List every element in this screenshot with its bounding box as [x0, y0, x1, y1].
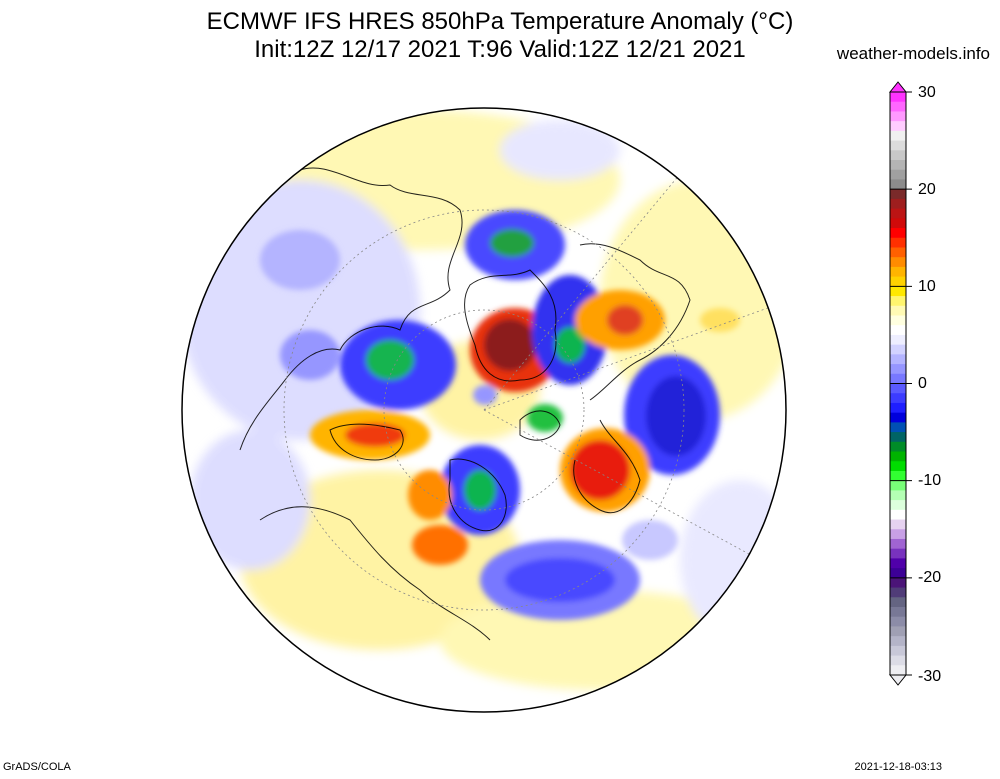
map-title: ECMWF IFS HRES 850hPa Temperature Anomal…: [206, 8, 794, 35]
colorbar-ticks: [890, 91, 912, 676]
colorbar-segment: [890, 189, 906, 200]
colorbar-segment: [890, 169, 906, 181]
colorbar-segment: [890, 334, 906, 346]
colorbar-segment: [890, 568, 906, 579]
colorbar-segment: [890, 422, 906, 433]
colorbar-segment: [890, 490, 906, 501]
colorbar-segment: [890, 383, 906, 394]
colorbar-tick-label: -30: [918, 668, 942, 685]
colorbar-top-arrow: [888, 81, 908, 93]
colorbar-segment: [890, 577, 906, 589]
colorbar-segment: [890, 606, 906, 618]
generated-timestamp: 2021-12-18-03:13: [854, 761, 942, 773]
colorbar-segment: [890, 538, 906, 550]
colorbar-segment: [890, 500, 906, 511]
colorbar-segment: [890, 247, 906, 258]
colorbar-segment: [890, 111, 906, 122]
colorbar-segment: [890, 218, 906, 229]
colorbar-tick-label: 0: [918, 375, 927, 392]
source-credit: weather-models.info: [836, 44, 990, 63]
colorbar-segment: [890, 208, 906, 219]
colorbar-segment: [890, 305, 906, 317]
colorbar-segment: [890, 412, 906, 423]
colorbar-segment: [890, 179, 906, 190]
colorbar-segment: [890, 276, 906, 287]
map-subtitle-valid-time: Init:12Z 12/17 2021 T:96 Valid:12Z 12/21…: [254, 36, 746, 63]
colorbar-tick-label: 20: [918, 181, 936, 198]
colorbar-segment: [890, 140, 906, 151]
colorbar-segment: [890, 587, 906, 598]
colorbar-segment: [890, 228, 906, 239]
colorbar-segment: [890, 451, 906, 462]
colorbar-segment: [890, 130, 906, 142]
colorbar-segment: [890, 160, 906, 171]
colorbar-segment: [890, 626, 906, 637]
colorbar-segment: [890, 432, 906, 443]
colorbar-tick-label: -20: [918, 569, 942, 586]
colorbar-segment: [890, 92, 906, 103]
colorbar-segment: [890, 296, 906, 307]
colorbar-segment: [890, 665, 906, 676]
software-credit: GrADS/COLA: [3, 761, 71, 773]
globe-boundary: [181, 107, 787, 713]
colorbar-segment: [890, 393, 906, 404]
colorbar-tick-label: 10: [918, 278, 936, 295]
colorbar-segment: [890, 480, 906, 491]
colorbar-segment: [890, 645, 906, 657]
colorbar-segment: [890, 597, 906, 608]
colorbar-segment: [890, 636, 906, 647]
colorbar-tick-label: -10: [918, 472, 942, 489]
colorbar-segment: [890, 616, 906, 628]
graticule: [283, 149, 786, 611]
colorbar-segment: [890, 198, 906, 210]
colorbar-segment: [890, 354, 906, 365]
colorbar-segment: [890, 237, 906, 249]
colorbar-segment: [890, 402, 906, 414]
colorbar-segment: [890, 286, 906, 297]
colorbar-segment: [890, 257, 906, 268]
colorbar-segment: [890, 548, 906, 559]
colorbar-tick-label: 30: [918, 84, 936, 101]
colorbar-segment: [890, 121, 906, 132]
colorbar-segment: [890, 461, 906, 472]
colorbar-segment: [890, 315, 906, 326]
colorbar-segment: [890, 509, 906, 521]
colorbar-segment: [890, 101, 906, 113]
colorbar-segment: [890, 266, 906, 278]
colorbar-segment: [890, 529, 906, 540]
colorbar-segment: [890, 373, 906, 385]
colorbar-segment: [890, 344, 906, 355]
colorbar-segment: [890, 558, 906, 569]
colorbar-segment: [890, 470, 906, 482]
colorbar-segment: [890, 655, 906, 666]
coastlines: [239, 167, 691, 641]
colorbar-bottom-arrow: [888, 674, 908, 686]
colorbar-segment: [890, 150, 906, 161]
colorbar-segment: [890, 441, 906, 453]
colorbar-segment: [890, 519, 906, 530]
colorbar-segment: [890, 364, 906, 375]
colorbar-segment: [890, 325, 906, 336]
colorbar-segments: [890, 92, 906, 676]
